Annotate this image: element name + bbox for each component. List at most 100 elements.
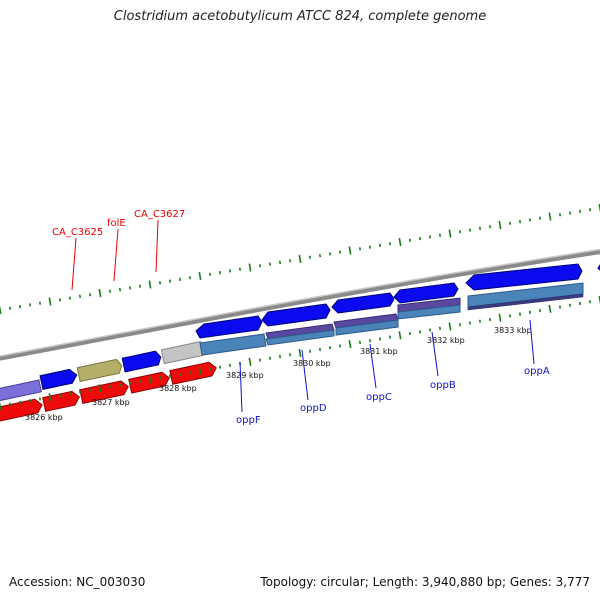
- cds-feature-red-2[interactable]: [42, 390, 81, 412]
- scale-tick: [358, 340, 362, 345]
- gene-label-CA_C3627[interactable]: CA_C3627: [134, 209, 185, 220]
- scale-tick: [448, 229, 452, 238]
- scale-tick: [588, 208, 592, 212]
- scale-tick: [498, 313, 502, 322]
- scale-tick: [178, 277, 182, 282]
- scale-tick: [178, 372, 182, 376]
- cds-feature-olive[interactable]: [76, 358, 123, 383]
- cds-feature-lavender[interactable]: [0, 379, 43, 403]
- scale-tick: [298, 254, 302, 264]
- cds-feature-red-1[interactable]: [0, 398, 44, 422]
- scale-tick: [208, 367, 212, 371]
- scale-tick: [68, 392, 72, 396]
- scale-tick: [448, 322, 452, 331]
- scale-tick: [218, 270, 222, 275]
- scale-tick: [338, 344, 342, 348]
- scale-tick: [148, 375, 152, 384]
- scale-tick: [98, 288, 102, 298]
- scale-tick: [378, 337, 382, 341]
- gene-label-oppD[interactable]: oppD: [300, 403, 327, 414]
- cds-oppB[interactable]: [393, 282, 459, 304]
- genome-backbone-highlight: [0, 248, 600, 357]
- scale-tick: [18, 304, 22, 309]
- cds-oppF[interactable]: [195, 315, 263, 339]
- kbp-label: 3831 kbp: [360, 347, 398, 356]
- cds-oppD[interactable]: [261, 303, 331, 327]
- kbp-label-group: 3826 kbp 3827 kbp 3828 kbp 3829 kbp 3830…: [25, 326, 532, 422]
- scale-tick: [578, 301, 582, 306]
- cds-oppA[interactable]: [465, 263, 583, 291]
- kbp-label: 3829 kbp: [226, 371, 264, 380]
- scale-tick: [0, 305, 2, 315]
- scale-tick: [158, 281, 162, 285]
- scale-tick: [188, 370, 192, 375]
- cds-feature-blue[interactable]: [39, 368, 78, 390]
- scale-tick: [518, 219, 522, 224]
- scale-tick: [278, 260, 282, 265]
- scale-tick: [428, 328, 432, 332]
- cds-oppC[interactable]: [331, 292, 395, 314]
- scale-tick: [458, 323, 462, 327]
- cds-feature-red-3[interactable]: [79, 380, 130, 405]
- scale-tick: [538, 216, 542, 220]
- scale-tick: [548, 304, 552, 313]
- scale-tick: [108, 289, 112, 293]
- opp-operon-genes: [195, 263, 600, 356]
- scale-tick: [198, 366, 202, 375]
- kbp-label: 3833 kbp: [494, 326, 532, 335]
- forward-gene-labels: oppF oppD oppC oppB oppA: [236, 319, 550, 426]
- scale-tick: [558, 213, 562, 217]
- scale-tick: [168, 279, 172, 283]
- scale-tick: [318, 253, 322, 258]
- scale-tick: [438, 233, 442, 237]
- scale-tick: [338, 250, 342, 254]
- scale-tick: [248, 357, 252, 366]
- genome-summary: Topology: circular; Length: 3,940,880 bp…: [260, 575, 590, 589]
- genome-backbone: [0, 249, 600, 361]
- scale-tick: [418, 236, 422, 241]
- scale-tick: [298, 348, 302, 358]
- gene-label-folE[interactable]: folE: [107, 218, 126, 229]
- scale-tick: [138, 284, 142, 288]
- scale-tick: [48, 393, 52, 402]
- kbp-label: 3830 kbp: [293, 359, 331, 368]
- map-title: Clostridium acetobutylicum ATCC 824, com…: [113, 9, 487, 24]
- scale-tick: [108, 384, 112, 389]
- leader-line: [113, 228, 119, 282]
- scale-tick: [248, 263, 252, 272]
- scale-tick: [118, 287, 122, 292]
- scale-tick: [478, 319, 482, 323]
- scale-tick: [88, 388, 92, 392]
- kbp-label: 3832 kbp: [427, 336, 465, 345]
- scale-tick: [168, 374, 172, 378]
- gene-label-oppF[interactable]: oppF: [236, 415, 261, 426]
- gene-label-oppB[interactable]: oppB: [430, 380, 456, 391]
- scale-tick: [268, 262, 272, 266]
- scale-tick: [548, 212, 552, 221]
- gene-label-oppC[interactable]: oppC: [366, 392, 392, 403]
- scale-tick: [8, 402, 12, 406]
- scale-tick: [488, 317, 492, 322]
- scale-tick: [418, 330, 422, 334]
- scale-tick: [538, 308, 542, 313]
- scale-tick: [8, 306, 12, 310]
- cds-feature-red-5[interactable]: [169, 361, 218, 385]
- gene-label-CA_C3625[interactable]: CA_C3625: [52, 227, 103, 238]
- leader-line: [529, 319, 535, 365]
- cds-feature-blue-2[interactable]: [121, 350, 162, 373]
- domain-steelblue-1: [199, 333, 267, 356]
- kbp-label: 3828 kbp: [159, 384, 197, 393]
- scale-tick: [258, 264, 262, 268]
- scale-tick: [408, 331, 412, 336]
- scale-tick: [128, 286, 132, 290]
- scale-tick: [348, 340, 352, 349]
- scale-tick: [128, 381, 132, 385]
- scale-tick: [388, 242, 392, 246]
- scale-tick: [198, 271, 202, 281]
- scale-tick: [308, 255, 312, 259]
- gene-label-oppA[interactable]: oppA: [524, 366, 550, 377]
- scale-tick: [58, 393, 62, 398]
- scale-tick: [218, 365, 222, 369]
- scale-tick: [278, 354, 282, 359]
- scale-tick: [208, 272, 212, 276]
